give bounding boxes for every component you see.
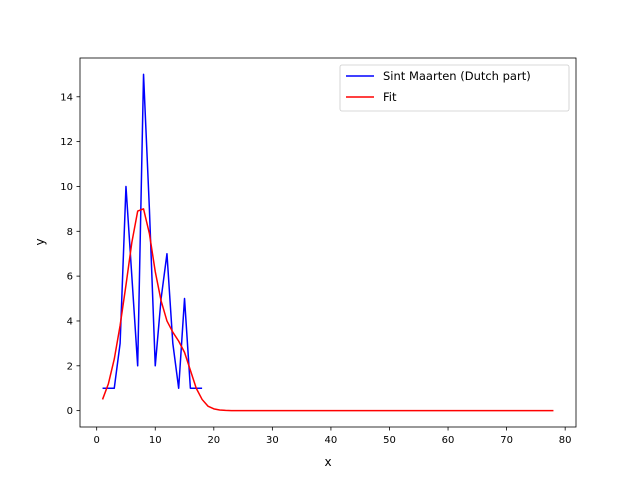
x-tick-label: 70 [500,435,513,446]
y-tick-label: 14 [60,92,73,103]
x-tick-label: 0 [94,435,100,446]
x-tick-label: 40 [325,435,338,446]
y-tick-label: 6 [67,272,73,283]
x-tick-label: 30 [266,435,279,446]
y-tick-label: 0 [67,406,73,417]
legend-box [339,64,570,112]
y-tick-label: 8 [67,227,73,238]
axes: 0 10 20 30 40 50 60 70 80 0 2 4 6 8 10 12 14 [60,57,577,446]
legend-label-1: Fit [383,90,397,104]
legend: Sint Maarten (Dutch part) Fit [339,64,570,112]
x-tick-label: 20 [207,435,220,446]
plot-frame [79,57,577,428]
x-tick-label: 50 [383,435,396,446]
y-tick-label: 2 [67,361,73,372]
y-axis-label: y [33,238,47,245]
plot-lines [101,73,554,412]
series-line-0 [102,73,203,389]
x-tick-label: 80 [559,435,572,446]
y-tick-label: 10 [60,182,73,193]
x-tick-label: 10 [149,435,162,446]
x-tick-label: 60 [442,435,455,446]
legend-label-0: Sint Maarten (Dutch part) [383,69,531,83]
series-line-1 [101,208,554,412]
x-axis-label: x [324,455,331,469]
y-tick-label: 4 [67,316,73,327]
y-tick-label: 12 [60,137,73,148]
